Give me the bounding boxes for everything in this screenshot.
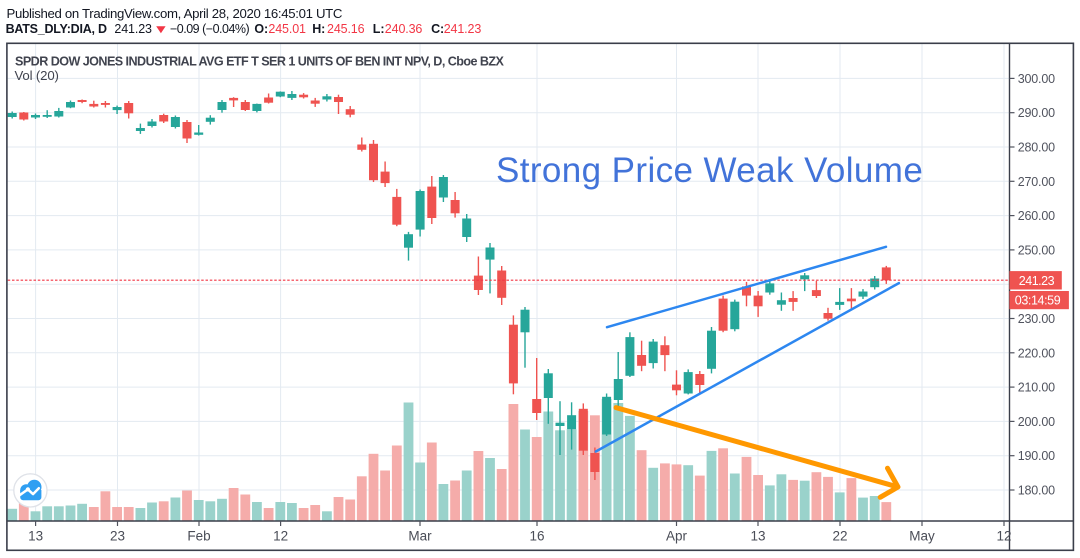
svg-text:23: 23 (110, 529, 125, 544)
svg-text:03:14:59: 03:14:59 (1015, 294, 1061, 308)
svg-text:240.36: 240.36 (385, 22, 423, 36)
svg-text:C:: C: (431, 22, 444, 36)
svg-text:−0.09 (−0.04%): −0.09 (−0.04%) (170, 22, 250, 36)
svg-text:Strong Price Weak Volume: Strong Price Weak Volume (496, 151, 923, 190)
svg-text:210.00: 210.00 (1018, 381, 1055, 395)
svg-text:12: 12 (996, 529, 1011, 544)
svg-text:300.00: 300.00 (1018, 72, 1055, 86)
svg-text:220.00: 220.00 (1018, 346, 1055, 360)
svg-text:Published on TradingView.com,: Published on TradingView.com, April 28, … (7, 6, 343, 21)
svg-text:22: 22 (832, 529, 847, 544)
svg-text:13: 13 (28, 529, 43, 544)
svg-text:180.00: 180.00 (1018, 484, 1055, 498)
svg-text:Vol (20): Vol (20) (15, 68, 59, 83)
svg-text:Apr: Apr (666, 529, 688, 544)
svg-text:13: 13 (750, 529, 765, 544)
svg-text:270.00: 270.00 (1018, 175, 1055, 189)
svg-text:SPDR DOW JONES INDUSTRIAL AVG: SPDR DOW JONES INDUSTRIAL AVG ETF T SER … (15, 55, 505, 69)
svg-text:H:: H: (312, 22, 325, 36)
svg-text:280.00: 280.00 (1018, 141, 1055, 155)
svg-text:230.00: 230.00 (1018, 312, 1055, 326)
svg-text:12: 12 (273, 529, 288, 544)
svg-text:241.23: 241.23 (114, 22, 152, 36)
svg-text:O:: O: (254, 22, 268, 36)
svg-text:190.00: 190.00 (1018, 449, 1055, 463)
svg-text:290.00: 290.00 (1018, 106, 1055, 120)
svg-text:Feb: Feb (187, 529, 210, 544)
svg-text:241.23: 241.23 (1019, 274, 1055, 288)
svg-text:Mar: Mar (408, 529, 432, 544)
svg-text:245.01: 245.01 (268, 22, 306, 36)
svg-text:May: May (909, 529, 935, 544)
svg-text:250.00: 250.00 (1018, 244, 1055, 258)
svg-text:200.00: 200.00 (1018, 415, 1055, 429)
svg-text:260.00: 260.00 (1018, 209, 1055, 223)
svg-text:245.16: 245.16 (327, 22, 365, 36)
svg-text:L:: L: (373, 22, 385, 36)
svg-text:16: 16 (529, 529, 544, 544)
svg-text:241.23: 241.23 (444, 22, 482, 36)
svg-text:BATS_DLY:DIA, D: BATS_DLY:DIA, D (6, 22, 107, 36)
